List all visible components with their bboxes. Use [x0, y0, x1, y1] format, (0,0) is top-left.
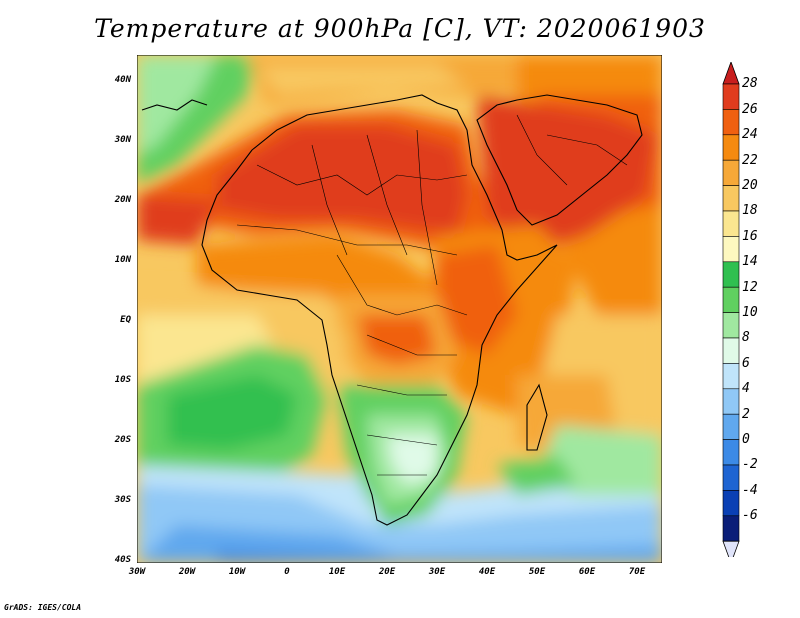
lat-tick-label: EQ [120, 315, 131, 325]
colorbar-swatch [722, 185, 740, 212]
colorbar-tick-label: 2 [742, 406, 750, 422]
lon-tick-label: 10E [328, 567, 346, 577]
colorbar-swatch [722, 490, 740, 517]
colorbar-bottom-arrow [722, 540, 740, 557]
colorbar-tick-label: 12 [742, 279, 758, 295]
lon-tick-label: 20E [378, 567, 396, 577]
coastline [141, 94, 643, 526]
chart-title: Temperature at 900hPa [C], VT: 202006190… [94, 14, 706, 43]
colorbar-tick-label: 8 [742, 330, 750, 346]
colorbar-swatch [722, 109, 740, 136]
colorbar-swatch [722, 159, 740, 186]
colorbar-swatch [722, 388, 740, 415]
colorbar-swatch [722, 286, 740, 313]
colorbar-tick-label: 28 [742, 76, 758, 92]
colorbar-tick-label: -4 [742, 482, 758, 498]
colorbar-swatch [722, 312, 740, 339]
colorbar-swatch [722, 439, 740, 466]
lon-tick-label: 30W [128, 567, 146, 577]
colorbar-tick-label: 18 [742, 203, 758, 219]
temperature-map [137, 55, 662, 563]
country-borders [236, 114, 628, 476]
lat-tick-label: 30S [114, 495, 131, 505]
colorbar-swatch [722, 134, 740, 161]
colorbar-tick-label: 0 [742, 432, 750, 447]
lat-tick-label: 20N [114, 195, 131, 205]
colorbar-tick-label: 16 [742, 228, 758, 244]
colorbar-swatch [722, 337, 740, 364]
colorbar-tick-label: 4 [742, 381, 750, 397]
lon-tick-label: 60E [578, 567, 596, 577]
colorbar-tick-label: 24 [742, 127, 758, 143]
lat-tick-label: 10S [114, 375, 131, 385]
colorbar-tick-label: -2 [742, 457, 758, 473]
colorbar-tick-label: 22 [742, 152, 758, 168]
lat-tick-label: 20S [114, 435, 131, 445]
colorbar-swatch [722, 363, 740, 390]
lon-tick-label: 20W [178, 567, 196, 577]
colorbar-tick-label: 26 [742, 101, 758, 117]
colorbar-swatch [722, 413, 740, 440]
colorbar-tick-label: 14 [742, 254, 758, 270]
lon-tick-label: 50E [528, 567, 546, 577]
colorbar-swatch [722, 261, 740, 288]
lon-tick-label: 70E [628, 567, 646, 577]
lon-tick-label: 0 [284, 567, 290, 577]
colorbar-top-arrow [722, 62, 740, 85]
colorbar-tick-label: 6 [742, 355, 750, 371]
colorbar-swatch [722, 515, 740, 542]
lat-tick-label: 40N [114, 75, 131, 85]
colorbar-swatch [722, 464, 740, 491]
lat-tick-label: 30N [114, 135, 131, 145]
lon-tick-label: 30E [428, 567, 446, 577]
lat-tick-label: 10N [114, 255, 131, 265]
lat-tick-label: 40S [114, 555, 131, 565]
colorbar-tick-label: -6 [742, 508, 758, 524]
colorbar [722, 62, 740, 557]
lon-tick-label: 40E [478, 567, 496, 577]
credit-text: GrADS: IGES/COLA [4, 603, 82, 612]
colorbar-tick-label: 20 [742, 178, 758, 193]
colorbar-swatch [722, 236, 740, 263]
temperature-field [137, 55, 662, 563]
colorbar-swatch [722, 210, 740, 237]
lon-tick-label: 10W [228, 567, 246, 577]
colorbar-tick-label: 10 [742, 305, 758, 320]
map-canvas [137, 55, 662, 563]
colorbar-swatch [722, 83, 740, 110]
